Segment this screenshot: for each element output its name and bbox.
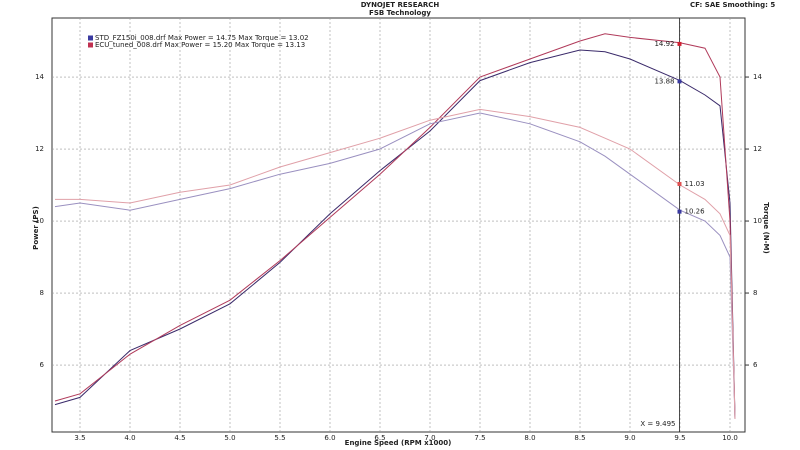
y2-tick-label: 10 <box>753 217 762 225</box>
plot-area <box>51 17 746 433</box>
y2-tick-label: 8 <box>753 289 757 297</box>
chart-subtitle: FSB Technology <box>369 9 431 17</box>
legend-swatch <box>88 35 93 41</box>
y-tick-label: 8 <box>40 289 44 297</box>
y2-tick-label: 12 <box>753 145 762 153</box>
y-axis-label: Power (PS) <box>32 206 40 250</box>
y-tick-label: 14 <box>35 73 44 81</box>
x-tick-label: 6.0 <box>324 434 335 442</box>
cursor-readout: 14.92 <box>654 40 674 48</box>
y-tick-label: 6 <box>40 361 45 369</box>
legend-label: STD_FZ150i_008.drf Max Power = 14.75 Max… <box>95 34 309 42</box>
x-axis-label: Engine Speed (RPM x1000) <box>345 439 452 447</box>
x-tick-label: 7.5 <box>474 434 485 442</box>
x-tick-label: 4.5 <box>174 434 185 442</box>
x-tick-label: 8.0 <box>524 434 535 442</box>
legend-swatch <box>88 42 93 48</box>
cursor-readout: 13.88 <box>654 77 674 85</box>
cursor-label: X = 9.495 <box>640 420 675 428</box>
corner-note: CF: SAE Smoothing: 5 <box>690 1 775 9</box>
legend-label: ECU_tuned_008.drf Max Power = 15.20 Max … <box>95 41 305 49</box>
x-tick-label: 3.5 <box>74 434 85 442</box>
y-tick-label: 10 <box>35 217 44 225</box>
x-tick-label: 6.5 <box>374 434 385 442</box>
series-line <box>54 49 736 420</box>
x-tick-label: 7.0 <box>424 434 435 442</box>
x-tick-label: 9.5 <box>674 434 685 442</box>
x-tick-label: 4.0 <box>124 434 135 442</box>
series-line <box>54 33 736 420</box>
chart-title: DYNOJET RESEARCH <box>361 1 440 9</box>
x-tick-label: 10.0 <box>722 434 738 442</box>
y2-axis-label: Torque (N-M) <box>762 202 770 253</box>
cursor-marker <box>677 79 682 84</box>
x-tick-label: 9.0 <box>624 434 635 442</box>
x-tick-label: 8.5 <box>574 434 585 442</box>
cursor-readout: 11.03 <box>685 180 705 188</box>
y2-tick-label: 14 <box>753 73 762 81</box>
x-tick-label: 5.0 <box>224 434 235 442</box>
cursor-marker <box>677 181 682 186</box>
cursor-readout: 10.26 <box>685 208 706 216</box>
series-line <box>55 108 736 420</box>
series-line <box>54 112 736 420</box>
y-tick-label: 12 <box>35 145 44 153</box>
y2-tick-label: 6 <box>753 361 758 369</box>
x-tick-label: 5.5 <box>274 434 285 442</box>
cursor-marker <box>677 209 682 214</box>
cursor-marker <box>677 41 682 46</box>
